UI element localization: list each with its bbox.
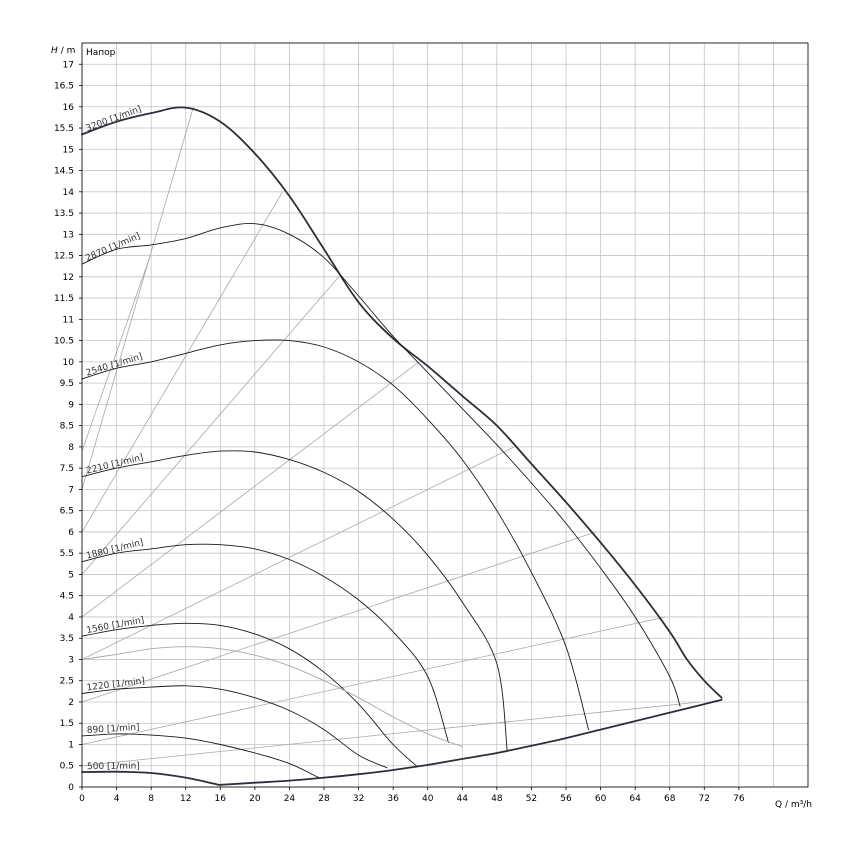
x-tick-label: 44	[457, 794, 469, 804]
curve-speed-label: 500 [1/min]	[87, 761, 140, 772]
x-tick-label: 0	[79, 794, 85, 804]
x-axis-label: Q / m³/h	[775, 800, 812, 810]
y-tick-label: 12	[63, 273, 74, 283]
y-axis-unit: / m	[61, 46, 76, 56]
x-tick-label: 60	[595, 794, 607, 804]
x-tick-label: 12	[180, 794, 191, 804]
pump-curve-line	[81, 106, 723, 699]
pump-curve-line	[81, 646, 463, 748]
efficiency-ray	[81, 361, 420, 618]
curve-speed-label: 3200 [1/min]	[85, 105, 143, 135]
y-tick-label: 13.5	[54, 209, 74, 219]
x-tick-label: 16	[215, 794, 227, 804]
curve-speed-label: 2540 [1/min]	[85, 352, 144, 379]
y-tick-label: 1.5	[60, 719, 74, 729]
y-tick-label: 3.5	[60, 634, 74, 644]
x-tick-label: 64	[629, 794, 641, 804]
x-tick-label: 32	[353, 794, 364, 804]
x-tick-label: 8	[148, 794, 154, 804]
y-axis-symbol: H	[51, 46, 58, 56]
y-tick-label: 15	[63, 145, 74, 155]
efficiency-ray	[81, 616, 666, 745]
curve-speed-label: 2210 [1/min]	[85, 453, 144, 477]
y-tick-label: 15.5	[54, 124, 74, 134]
curve-speed-label: 2870 [1/min]	[84, 231, 142, 263]
y-axis-ticks: 00.511.522.533.544.555.566.577.588.599.5…	[54, 60, 82, 793]
y-tick-label: 11	[63, 315, 74, 325]
pump-curve-line	[81, 223, 681, 707]
x-tick-label: 48	[491, 794, 503, 804]
y-tick-label: 14	[63, 188, 75, 198]
y-tick-label: 1	[68, 740, 74, 750]
y-tick-label: 2	[68, 698, 74, 708]
y-tick-label: 8.5	[60, 422, 74, 432]
y-tick-label: 13	[63, 230, 74, 240]
y-tick-label: 3	[68, 655, 74, 665]
x-tick-label: 36	[387, 794, 399, 804]
efficiency-rays	[81, 106, 701, 767]
efficiency-ray	[81, 255, 151, 452]
y-tick-label: 6	[68, 528, 74, 538]
pump-curve-line	[218, 698, 723, 786]
panel-label: Напор	[86, 48, 116, 58]
x-tick-label: 56	[560, 794, 572, 804]
efficiency-ray	[81, 276, 339, 575]
y-tick-label: 11.5	[54, 294, 74, 304]
curve-labels: 3200 [1/min] 2870 [1/min] 2540 [1/min] 2210…	[84, 105, 145, 773]
y-tick-label: 14.5	[54, 167, 74, 177]
curve-speed-label: 890 [1/min]	[87, 723, 140, 736]
y-tick-label: 5	[68, 570, 74, 580]
pump-curve-line	[81, 543, 449, 743]
efficiency-ray	[81, 106, 194, 490]
y-tick-label: 0.5	[60, 762, 74, 772]
x-tick-label: 68	[664, 794, 676, 804]
pump-curve-line	[81, 685, 388, 769]
y-tick-label: 16.5	[54, 82, 74, 92]
x-tick-label: 4	[114, 794, 120, 804]
y-tick-label: 10	[63, 358, 75, 368]
y-tick-label: 7.5	[60, 464, 74, 474]
efficiency-ray	[81, 191, 283, 533]
x-tick-label: 20	[249, 794, 261, 804]
pump-curve-line	[81, 770, 221, 786]
efficiency-ray	[81, 446, 515, 660]
y-tick-label: 4.5	[60, 592, 74, 602]
x-tick-label: 76	[733, 794, 745, 804]
x-tick-label: 40	[422, 794, 434, 804]
y-tick-label: 16	[63, 103, 75, 113]
x-tick-label: 72	[699, 794, 710, 804]
y-tick-label: 5.5	[60, 549, 74, 559]
x-axis-ticks: 0 4 8 12 16 20 24 28 32 36 40 44 48 52 56 60 64 68 72 76	[79, 787, 745, 804]
y-tick-label: 12.5	[54, 252, 74, 262]
x-tick-label: 28	[318, 794, 330, 804]
y-tick-label: 9.5	[60, 379, 74, 389]
y-axis-label: H / m	[51, 46, 75, 56]
pump-curve-line	[81, 450, 508, 752]
y-tick-label: 9	[68, 400, 74, 410]
efficiency-ray	[81, 701, 701, 767]
plot-frame	[81, 42, 809, 788]
y-tick-label: 4	[68, 613, 74, 623]
x-tick-label: 24	[284, 794, 296, 804]
pump-curve-line	[81, 733, 320, 779]
y-tick-label: 7	[68, 485, 74, 495]
curve-speed-label: 1880 [1/min]	[85, 538, 144, 562]
y-tick-label: 6.5	[60, 507, 74, 517]
pump-curves	[81, 106, 723, 786]
y-tick-label: 0	[68, 783, 74, 793]
y-tick-label: 8	[68, 443, 74, 453]
y-tick-label: 17	[63, 60, 74, 70]
efficiency-ray	[81, 531, 597, 703]
y-tick-label: 2.5	[60, 677, 74, 687]
y-tick-label: 10.5	[54, 337, 74, 347]
pump-curve-line	[81, 622, 418, 768]
x-tick-label: 52	[526, 794, 537, 804]
pump-curve-line	[81, 339, 589, 731]
